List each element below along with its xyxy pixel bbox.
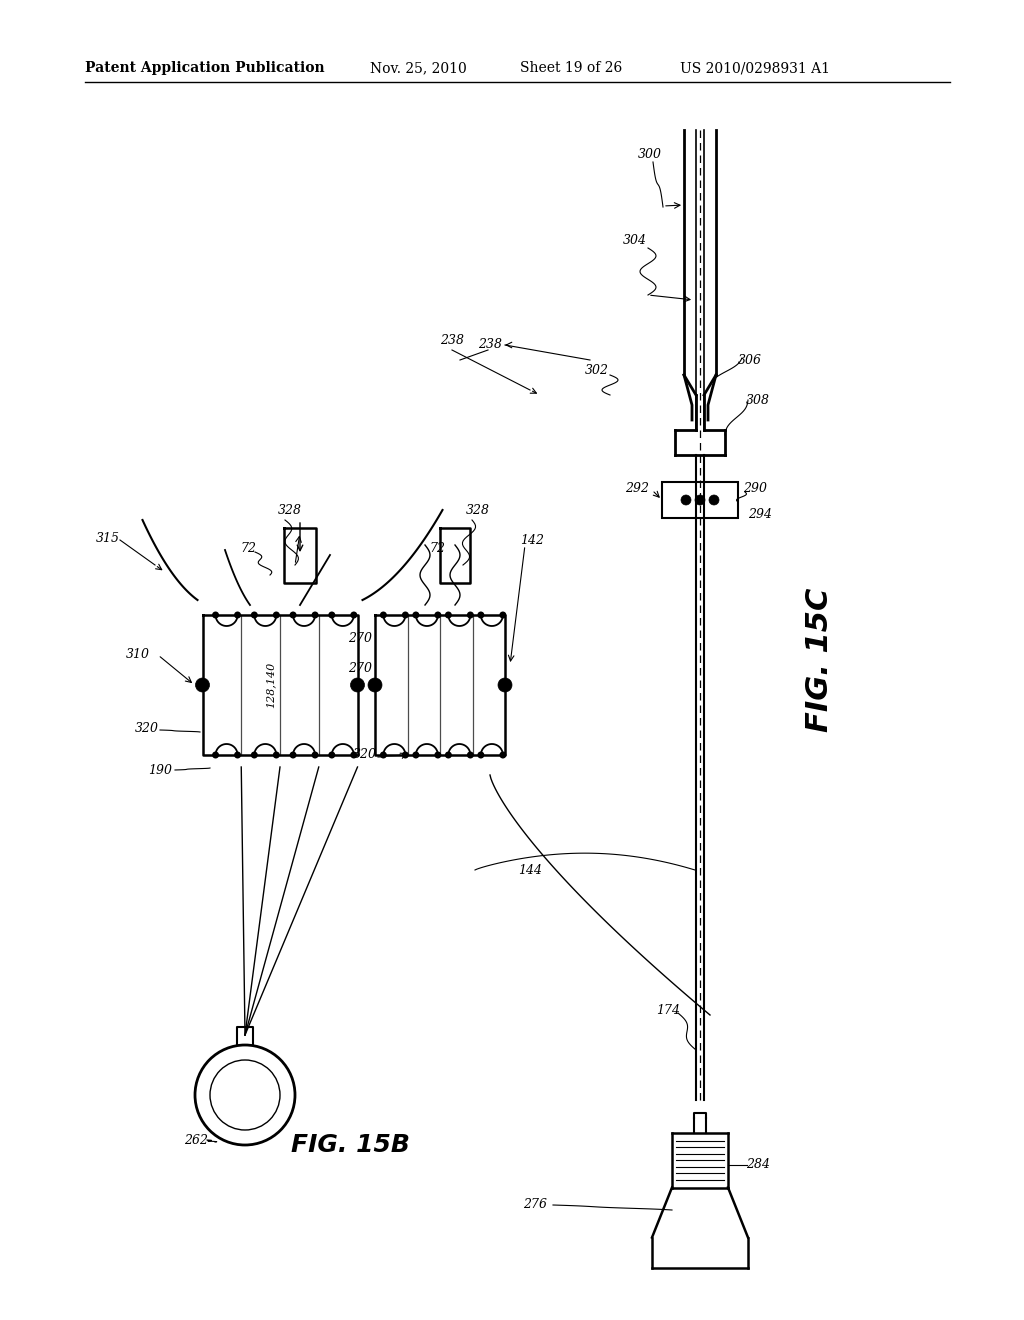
Text: 72: 72 <box>240 541 256 554</box>
Circle shape <box>290 611 297 619</box>
Circle shape <box>350 751 357 759</box>
Circle shape <box>212 611 219 619</box>
Text: 238: 238 <box>440 334 464 346</box>
Text: 290: 290 <box>743 482 767 495</box>
Text: Nov. 25, 2010: Nov. 25, 2010 <box>370 61 467 75</box>
Text: Sheet 19 of 26: Sheet 19 of 26 <box>520 61 623 75</box>
Text: 320: 320 <box>135 722 159 734</box>
Text: 304: 304 <box>623 234 647 247</box>
Circle shape <box>467 751 474 759</box>
Circle shape <box>401 611 409 619</box>
Text: 306: 306 <box>738 354 762 367</box>
Circle shape <box>434 751 441 759</box>
Text: 292: 292 <box>625 482 649 495</box>
Text: Patent Application Publication: Patent Application Publication <box>85 61 325 75</box>
Circle shape <box>401 751 409 759</box>
Text: 328: 328 <box>278 503 302 516</box>
Circle shape <box>477 611 484 619</box>
Circle shape <box>329 611 335 619</box>
Text: FIG. 15B: FIG. 15B <box>291 1133 410 1158</box>
Text: 72: 72 <box>429 541 445 554</box>
Circle shape <box>444 611 452 619</box>
Circle shape <box>350 611 357 619</box>
Circle shape <box>311 611 318 619</box>
Text: 142: 142 <box>520 533 544 546</box>
Circle shape <box>196 678 210 692</box>
Circle shape <box>500 751 507 759</box>
Circle shape <box>380 751 387 759</box>
Circle shape <box>272 611 280 619</box>
Circle shape <box>212 751 219 759</box>
Text: 308: 308 <box>746 393 770 407</box>
Circle shape <box>477 751 484 759</box>
Circle shape <box>251 751 258 759</box>
Text: 294: 294 <box>748 508 772 521</box>
Circle shape <box>413 611 420 619</box>
Circle shape <box>444 751 452 759</box>
Text: 174: 174 <box>656 1003 680 1016</box>
Text: 270: 270 <box>348 631 372 644</box>
Circle shape <box>290 751 297 759</box>
Text: 270: 270 <box>348 661 372 675</box>
Text: FIG. 15C: FIG. 15C <box>806 587 835 733</box>
Text: 302: 302 <box>585 363 609 376</box>
Text: 144: 144 <box>518 863 542 876</box>
Circle shape <box>467 611 474 619</box>
Circle shape <box>350 678 365 692</box>
Circle shape <box>434 611 441 619</box>
Text: 310: 310 <box>126 648 150 661</box>
Circle shape <box>272 751 280 759</box>
Circle shape <box>500 611 507 619</box>
Circle shape <box>251 611 258 619</box>
Circle shape <box>234 751 241 759</box>
Text: 276: 276 <box>523 1199 547 1212</box>
Circle shape <box>498 678 512 692</box>
Circle shape <box>695 495 705 506</box>
Circle shape <box>329 751 335 759</box>
Circle shape <box>681 495 691 506</box>
Text: 328: 328 <box>466 503 490 516</box>
Text: 262: 262 <box>184 1134 208 1147</box>
Circle shape <box>413 751 420 759</box>
Circle shape <box>380 611 387 619</box>
Text: 190: 190 <box>148 763 172 776</box>
Text: 128,140: 128,140 <box>265 661 275 708</box>
Circle shape <box>234 611 241 619</box>
Text: 315: 315 <box>96 532 120 544</box>
Text: 300: 300 <box>638 149 662 161</box>
Text: 284: 284 <box>746 1159 770 1172</box>
Circle shape <box>709 495 719 506</box>
Text: US 2010/0298931 A1: US 2010/0298931 A1 <box>680 61 830 75</box>
Circle shape <box>368 678 382 692</box>
Text: 238: 238 <box>478 338 502 351</box>
Circle shape <box>311 751 318 759</box>
Text: 320: 320 <box>353 748 377 762</box>
